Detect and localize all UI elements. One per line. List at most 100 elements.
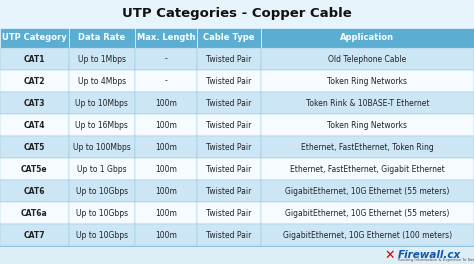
Bar [0, 70, 69, 92]
Bar [197, 202, 261, 224]
Text: Token Ring Networks: Token Ring Networks [328, 77, 407, 86]
Text: CAT6: CAT6 [24, 186, 45, 196]
Text: 100m: 100m [155, 164, 177, 173]
Text: ✕: ✕ [385, 248, 395, 262]
Bar [197, 158, 261, 180]
Text: CAT2: CAT2 [24, 77, 45, 86]
Text: Twisted Pair: Twisted Pair [206, 164, 251, 173]
Bar [69, 28, 135, 48]
Bar [0, 202, 69, 224]
Text: Twisted Pair: Twisted Pair [206, 120, 251, 130]
Text: Max. Length: Max. Length [137, 34, 195, 43]
Text: 100m: 100m [155, 230, 177, 239]
Bar [0, 246, 474, 247]
Text: CAT7: CAT7 [24, 230, 45, 239]
Text: CAT4: CAT4 [24, 120, 45, 130]
Bar [261, 48, 474, 70]
Text: Up to 10Mbps: Up to 10Mbps [75, 98, 128, 107]
Text: Twisted Pair: Twisted Pair [206, 77, 251, 86]
Text: Up to 4Mbps: Up to 4Mbps [78, 77, 126, 86]
Bar [135, 70, 197, 92]
Text: Cable Type: Cable Type [203, 34, 255, 43]
Text: CAT5e: CAT5e [21, 164, 48, 173]
Bar [69, 92, 135, 114]
Text: CAT3: CAT3 [24, 98, 45, 107]
Bar [197, 114, 261, 136]
Bar [69, 48, 135, 70]
Bar [197, 28, 261, 48]
Text: Data Rate: Data Rate [78, 34, 126, 43]
Bar [0, 0, 474, 28]
Text: Ethernet, FastEthernet, Gigabit Ethernet: Ethernet, FastEthernet, Gigabit Ethernet [290, 164, 445, 173]
Text: Firewall.cx: Firewall.cx [398, 250, 461, 260]
Text: Twisted Pair: Twisted Pair [206, 98, 251, 107]
Bar [261, 114, 474, 136]
Text: Up to 10Gbps: Up to 10Gbps [76, 230, 128, 239]
Text: Twisted Pair: Twisted Pair [206, 186, 251, 196]
Bar [135, 180, 197, 202]
Bar [197, 224, 261, 246]
Bar [0, 224, 69, 246]
Text: Twisted Pair: Twisted Pair [206, 230, 251, 239]
Bar [135, 48, 197, 70]
Text: Up to 100Mbps: Up to 100Mbps [73, 143, 131, 152]
Bar [197, 70, 261, 92]
Bar [261, 70, 474, 92]
Bar [135, 92, 197, 114]
Bar [135, 28, 197, 48]
Text: CAT5: CAT5 [24, 143, 45, 152]
Text: GigabitEthernet, 10G Ethernet (55 meters): GigabitEthernet, 10G Ethernet (55 meters… [285, 209, 449, 218]
Text: Old Telephone Cable: Old Telephone Cable [328, 54, 407, 64]
Bar [0, 180, 69, 202]
Bar [69, 180, 135, 202]
Bar [261, 180, 474, 202]
Text: 100m: 100m [155, 98, 177, 107]
Bar [261, 136, 474, 158]
Bar [69, 114, 135, 136]
Bar [135, 202, 197, 224]
Text: 100m: 100m [155, 120, 177, 130]
Text: Up to 1Mbps: Up to 1Mbps [78, 54, 126, 64]
Text: Up to 10Gbps: Up to 10Gbps [76, 186, 128, 196]
Bar [0, 48, 69, 70]
Text: GigabitEthernet, 10G Ethernet (100 meters): GigabitEthernet, 10G Ethernet (100 meter… [283, 230, 452, 239]
Text: -: - [164, 77, 167, 86]
Bar [197, 180, 261, 202]
Text: CAT1: CAT1 [24, 54, 45, 64]
Bar [135, 114, 197, 136]
Text: Up to 1 Gbps: Up to 1 Gbps [77, 164, 127, 173]
Bar [0, 158, 69, 180]
Bar [261, 224, 474, 246]
Bar [0, 114, 69, 136]
Text: Token Rink & 10BASE-T Ethernet: Token Rink & 10BASE-T Ethernet [306, 98, 429, 107]
Text: UTP Categories - Copper Cable: UTP Categories - Copper Cable [122, 7, 352, 21]
Text: CAT6a: CAT6a [21, 209, 48, 218]
Text: Twisted Pair: Twisted Pair [206, 209, 251, 218]
Text: Ethernet, FastEthernet, Token Ring: Ethernet, FastEthernet, Token Ring [301, 143, 434, 152]
Text: Twisted Pair: Twisted Pair [206, 143, 251, 152]
Text: Application: Application [340, 34, 394, 43]
Bar [69, 136, 135, 158]
Bar [261, 202, 474, 224]
Bar [135, 136, 197, 158]
Bar [261, 92, 474, 114]
Bar [69, 224, 135, 246]
Bar [197, 136, 261, 158]
Bar [261, 158, 474, 180]
Text: -: - [164, 54, 167, 64]
Text: 100m: 100m [155, 209, 177, 218]
Bar [69, 158, 135, 180]
Text: Up to 16Mbps: Up to 16Mbps [75, 120, 128, 130]
Bar [69, 202, 135, 224]
Bar [197, 48, 261, 70]
Text: 100m: 100m [155, 143, 177, 152]
Bar [0, 92, 69, 114]
Text: Routing Information & Expertise To Network Professionals: Routing Information & Expertise To Netwo… [398, 258, 474, 262]
Bar [135, 224, 197, 246]
Text: Twisted Pair: Twisted Pair [206, 54, 251, 64]
Text: Up to 10Gbps: Up to 10Gbps [76, 209, 128, 218]
Bar [135, 158, 197, 180]
Bar [197, 92, 261, 114]
Text: Token Ring Networks: Token Ring Networks [328, 120, 407, 130]
Bar [261, 28, 474, 48]
